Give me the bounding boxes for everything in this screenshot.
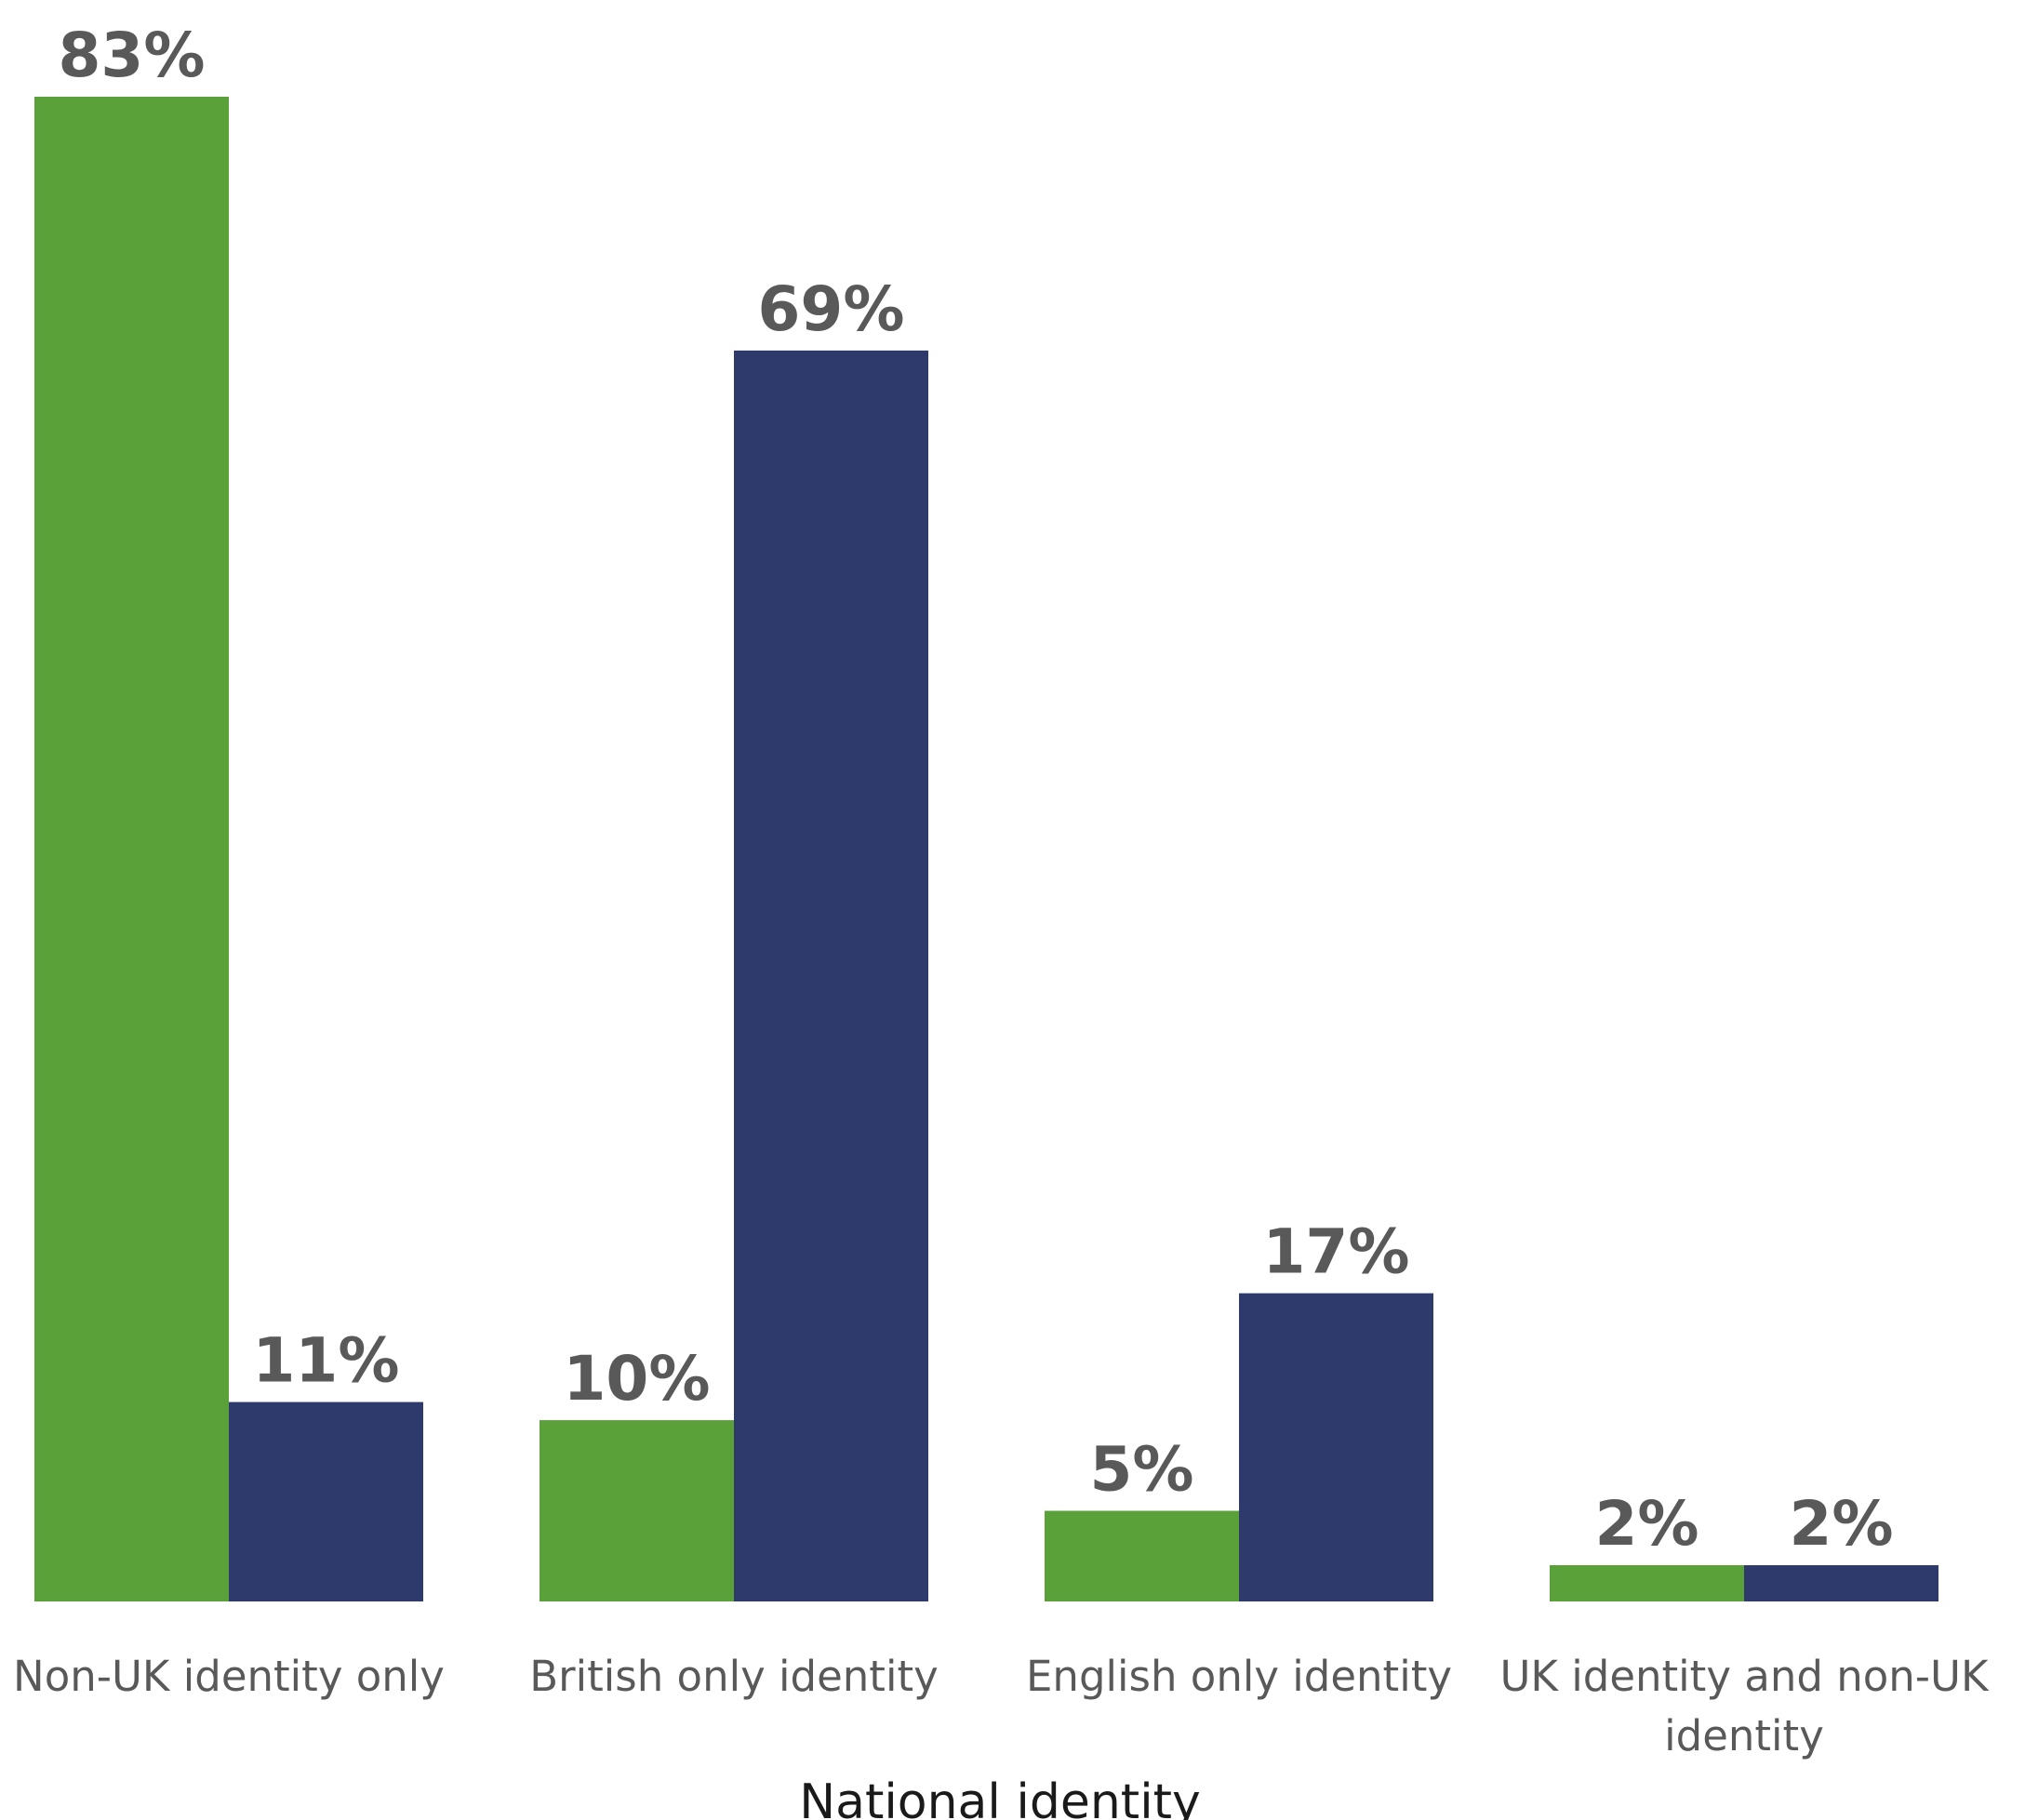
bar-s2-c4 <box>1744 1565 1938 1601</box>
bar-s1-c4 <box>1550 1565 1744 1601</box>
category-label-c4-line1: UK identity and non-UK <box>1500 1652 1990 1701</box>
value-label-s2-c3: 17% <box>1263 1216 1410 1288</box>
category-label-c4-line2: identity <box>1664 1711 1824 1760</box>
value-label-s2-c4: 2% <box>1789 1488 1893 1560</box>
value-label-s1-c4: 2% <box>1594 1488 1699 1560</box>
bar-s1-c2 <box>540 1420 734 1601</box>
category-label-c1: Non-UK identity only <box>13 1652 445 1701</box>
category-label-c3: English only identity <box>1026 1652 1452 1701</box>
value-labels-layer: 83% 11% 10% 69% 5% 17% 2% 2% <box>59 20 1894 1560</box>
value-label-s1-c3: 5% <box>1089 1434 1193 1506</box>
category-labels-layer: Non-UK identity only British only identit… <box>13 1652 1990 1760</box>
value-label-s1-c1: 83% <box>59 20 206 91</box>
bar-s2-c2 <box>734 350 928 1601</box>
bar-s1-c1 <box>34 97 229 1601</box>
bar-s2-c3 <box>1239 1293 1433 1601</box>
bars-layer <box>34 97 1938 1601</box>
value-label-s1-c2: 10% <box>564 1343 711 1415</box>
bar-s1-c3 <box>1045 1510 1239 1601</box>
bar-s2-c1 <box>229 1402 423 1601</box>
value-label-s2-c2: 69% <box>758 273 905 345</box>
value-label-s2-c1: 11% <box>253 1325 400 1397</box>
category-label-c2: British only identity <box>529 1652 938 1701</box>
x-axis-title: National identity <box>799 1774 1201 1820</box>
